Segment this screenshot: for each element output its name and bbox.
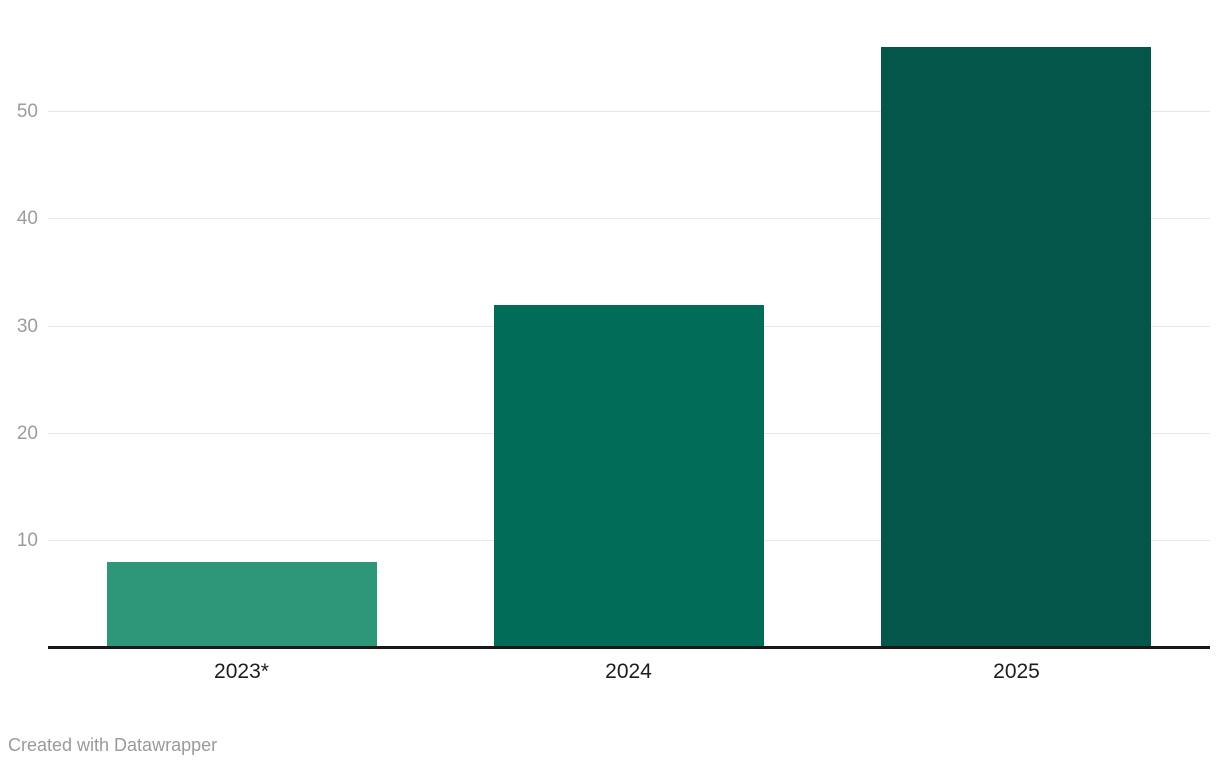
bar-2025[interactable] bbox=[881, 47, 1151, 648]
gridline-50 bbox=[48, 110, 1210, 112]
y-tick-label-10: 10 bbox=[16, 530, 38, 552]
bar-2024[interactable] bbox=[494, 305, 764, 648]
x-axis-line bbox=[48, 646, 1210, 649]
y-tick-label-20: 20 bbox=[16, 422, 38, 444]
bar-2023[interactable] bbox=[107, 562, 377, 648]
x-label-2024: 2024 bbox=[605, 660, 652, 683]
datawrapper-attribution-link[interactable]: Created with Datawrapper bbox=[8, 735, 218, 755]
y-tick-label-50: 50 bbox=[16, 100, 38, 122]
y-tick-label-40: 40 bbox=[16, 208, 38, 230]
x-label-2025: 2025 bbox=[993, 660, 1040, 683]
y-tick-label-30: 30 bbox=[16, 315, 38, 337]
gridline-40 bbox=[48, 218, 1210, 220]
x-label-2023: 2023* bbox=[214, 660, 269, 683]
